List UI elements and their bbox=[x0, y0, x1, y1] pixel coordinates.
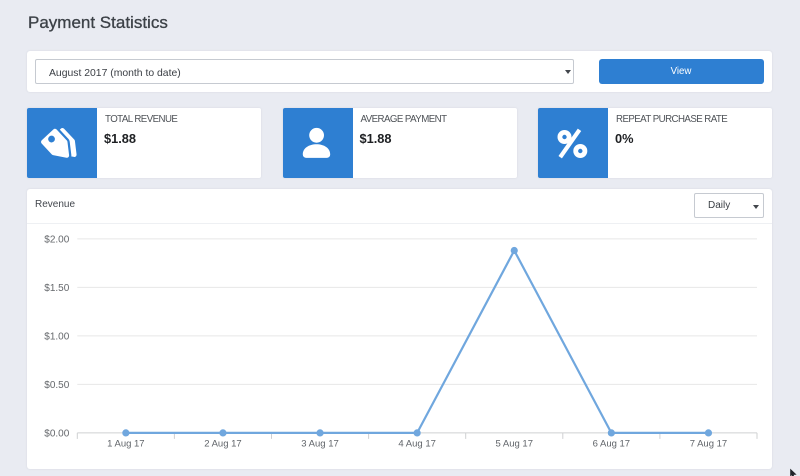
svg-text:$2.00: $2.00 bbox=[44, 234, 69, 245]
svg-text:$1.50: $1.50 bbox=[44, 282, 69, 293]
svg-text:$0.50: $0.50 bbox=[44, 379, 69, 390]
svg-text:7 Aug 17: 7 Aug 17 bbox=[690, 438, 728, 449]
svg-text:5 Aug 17: 5 Aug 17 bbox=[495, 438, 533, 449]
svg-text:$0.00: $0.00 bbox=[44, 428, 69, 439]
svg-text:1 Aug 17: 1 Aug 17 bbox=[107, 438, 145, 449]
svg-text:3 Aug 17: 3 Aug 17 bbox=[301, 438, 339, 449]
svg-text:4 Aug 17: 4 Aug 17 bbox=[398, 438, 436, 449]
svg-text:2 Aug 17: 2 Aug 17 bbox=[204, 438, 242, 449]
svg-text:6 Aug 17: 6 Aug 17 bbox=[593, 438, 631, 449]
svg-text:$1.00: $1.00 bbox=[44, 331, 69, 342]
